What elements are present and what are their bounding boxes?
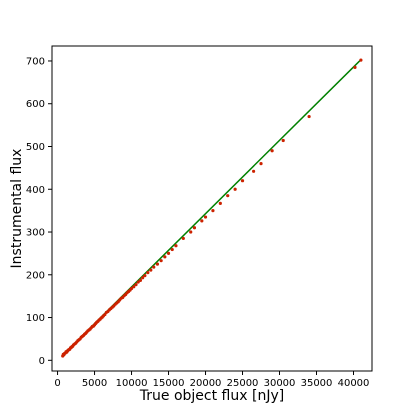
data-point	[192, 226, 197, 230]
data-point	[134, 283, 138, 287]
data-point	[136, 280, 140, 284]
x-tick-label: 0	[54, 378, 60, 389]
x-tick-label: 25000	[227, 378, 259, 389]
data-point	[132, 285, 136, 289]
data-point	[163, 255, 167, 259]
x-tick-label: 30000	[264, 378, 296, 389]
x-tick-label: 35000	[301, 378, 333, 389]
data-point	[166, 251, 171, 256]
data-point	[149, 268, 153, 272]
y-tick-label: 100	[26, 313, 45, 324]
data-point	[226, 194, 230, 198]
x-tick-label: 10000	[116, 378, 148, 389]
x-axis-label: True object flux [nJy]	[139, 388, 284, 404]
data-point	[218, 201, 222, 205]
data-point	[307, 114, 311, 119]
data-point	[159, 259, 163, 263]
plot-layer	[61, 58, 363, 358]
data-point	[138, 278, 143, 282]
data-point	[181, 236, 185, 241]
x-tick-label: 5000	[82, 378, 107, 389]
data-point	[143, 274, 147, 278]
data-point	[141, 276, 145, 280]
data-point	[233, 187, 237, 191]
data-point	[359, 58, 363, 62]
data-point	[155, 262, 160, 266]
y-tick-label: 300	[26, 228, 45, 239]
y-tick-label: 400	[26, 185, 45, 196]
x-tick-label: 20000	[190, 378, 222, 389]
data-point	[174, 244, 178, 248]
axis-layer: 0 5000 10000 15000 20000 25000 30000 35000 40000…	[26, 56, 370, 389]
data-point	[211, 209, 215, 213]
y-tick-label: 500	[26, 142, 45, 153]
data-point	[270, 149, 274, 153]
data-point	[129, 286, 134, 291]
y-tick-label: 700	[26, 56, 45, 67]
y-tick-label: 0	[39, 356, 45, 367]
data-point	[152, 265, 156, 269]
plot-frame	[51, 45, 373, 372]
y-tick-label: 200	[26, 270, 45, 281]
y-axis-label: Instrumental flux	[9, 149, 25, 269]
x-tick-label: 40000	[338, 378, 370, 389]
data-point	[200, 219, 204, 223]
data-point	[170, 247, 174, 252]
data-point	[259, 161, 263, 166]
data-point	[203, 215, 208, 219]
x-tick-label: 15000	[153, 378, 185, 389]
data-point	[146, 271, 150, 275]
data-point	[353, 65, 357, 69]
data-point	[252, 169, 256, 173]
data-point	[189, 230, 193, 234]
data-point	[240, 179, 245, 183]
data-point	[281, 138, 285, 143]
y-tick-label: 600	[26, 99, 45, 110]
